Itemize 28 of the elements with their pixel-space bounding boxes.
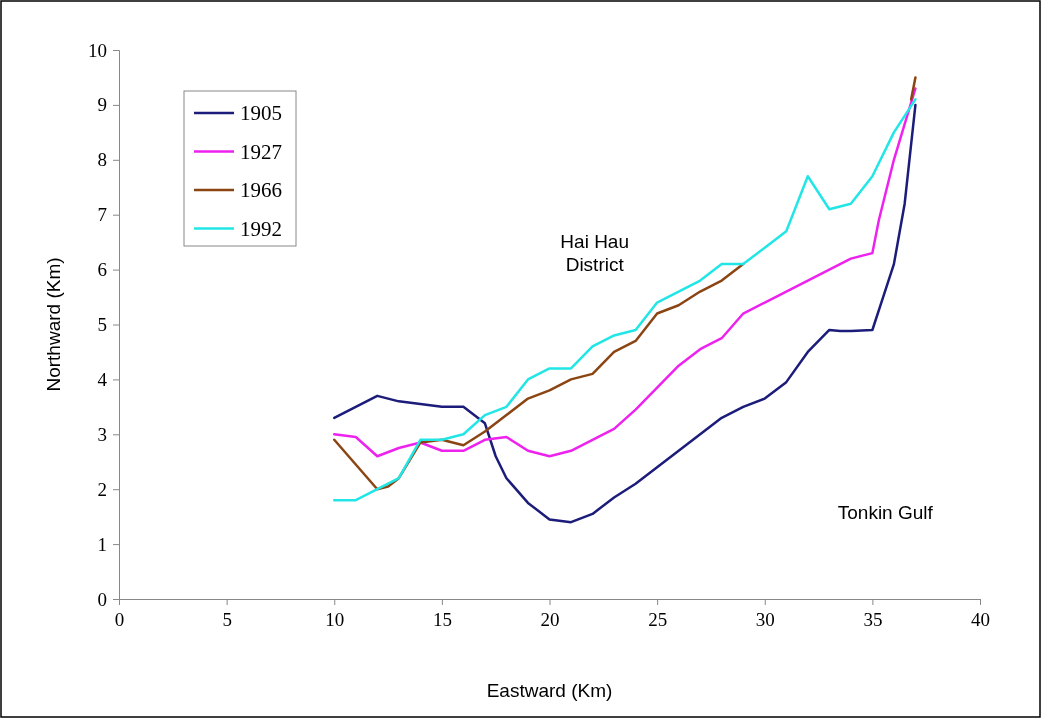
legend-label: 1992	[240, 216, 282, 241]
y-tick-label: 0	[97, 588, 107, 610]
y-tick-label: 6	[97, 259, 107, 281]
x-tick-label: 35	[863, 609, 883, 631]
y-tick-label: 8	[97, 149, 107, 171]
x-tick-label: 25	[648, 609, 668, 631]
legend-label: 1905	[240, 101, 282, 125]
y-axis-title: Northward (Km)	[43, 257, 64, 392]
x-tick-label: 40	[971, 609, 990, 631]
x-tick-label: 10	[325, 609, 345, 631]
x-tick-label: 0	[114, 609, 125, 631]
legend-label: 1966	[240, 178, 282, 202]
annotation: Tonkin Gulf	[837, 502, 934, 524]
x-tick-label: 5	[222, 609, 232, 631]
legend-label: 1927	[240, 139, 282, 164]
y-tick-label: 3	[97, 423, 107, 445]
y-tick-label: 7	[97, 204, 107, 226]
y-tick-label: 4	[97, 368, 108, 390]
x-tick-label: 30	[755, 609, 775, 631]
x-tick-label: 20	[540, 609, 560, 631]
x-tick-label: 15	[432, 609, 452, 631]
y-tick-label: 2	[97, 478, 107, 500]
annotation: Hai Hau District	[560, 230, 630, 275]
y-tick-label: 9	[97, 94, 107, 116]
y-tick-label: 1	[97, 533, 107, 555]
y-tick-label: 5	[97, 314, 107, 336]
x-axis-title: Eastward (Km)	[486, 680, 613, 701]
y-tick-label: 10	[88, 39, 107, 61]
